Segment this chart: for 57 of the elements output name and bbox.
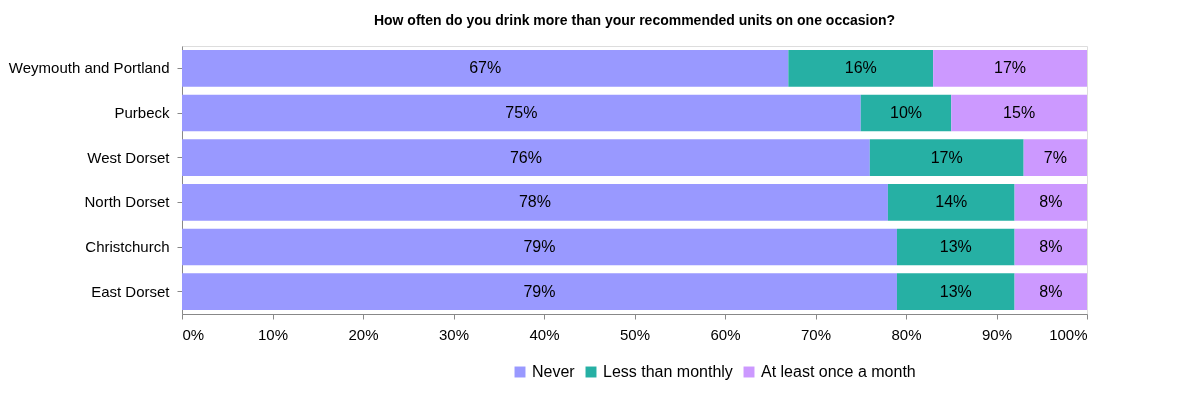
data-label: 78% [518, 193, 551, 211]
data-label: 79% [523, 238, 556, 255]
y-tick-label: East Dorset [91, 282, 171, 300]
data-label: 7% [1043, 148, 1067, 166]
bar [182, 139, 870, 176]
data-label: 17% [994, 59, 1027, 77]
bar [896, 273, 1015, 310]
y-tick-label: North Dorset [84, 193, 171, 211]
y-tick-label: Purbeck [114, 104, 170, 121]
data-label: 79% [523, 282, 556, 300]
x-tick-label: 70% [800, 325, 832, 343]
bar [896, 228, 1015, 266]
legend-label: Less than monthly [603, 363, 733, 380]
x-tick-label: 0% [182, 325, 205, 343]
x-tick-label: 30% [438, 325, 470, 343]
bar [933, 50, 1087, 87]
x-tick-label: 40% [529, 325, 560, 343]
bar [887, 184, 1015, 221]
x-tick-label: 20% [348, 325, 379, 343]
data-label: 17% [930, 148, 963, 166]
data-label: 76% [509, 148, 542, 166]
data-label: 13% [939, 238, 972, 255]
y-tick-label: Christchurch [85, 238, 170, 255]
legend-label: Never [532, 363, 576, 380]
x-tick-label: 80% [891, 325, 922, 343]
x-tick-label: 50% [619, 325, 651, 343]
bar [182, 94, 861, 132]
data-label: 14% [935, 193, 968, 211]
data-label: 8% [1039, 238, 1063, 255]
bar [1014, 184, 1087, 221]
data-label: 15% [1003, 104, 1036, 121]
data-label: 16% [844, 59, 877, 77]
data-label: 13% [939, 282, 972, 300]
data-label: 67% [469, 59, 502, 77]
data-label: 10% [889, 104, 923, 121]
data-label: 8% [1039, 193, 1063, 211]
bar [182, 50, 789, 87]
x-tick-label: 60% [710, 325, 741, 343]
bar [182, 184, 888, 221]
bar [788, 50, 934, 87]
bar [860, 94, 952, 132]
y-tick-label: Weymouth and Portland [8, 59, 170, 77]
y-tick-label: West Dorset [87, 148, 171, 166]
x-tick-label: 90% [981, 325, 1013, 343]
x-tick-label: 100% [1049, 325, 1088, 343]
bar [869, 139, 1024, 176]
bar [182, 273, 897, 310]
data-label: 75% [505, 104, 538, 121]
chart-title: How often do you drink more than your recommended units on one occasion? [373, 12, 896, 28]
bar [1014, 273, 1087, 310]
x-tick-label: 10% [257, 325, 289, 343]
bar [1023, 139, 1087, 176]
data-label: 8% [1039, 282, 1063, 300]
bar [1014, 228, 1087, 266]
bar [182, 228, 897, 266]
bar [951, 94, 1087, 132]
legend-label: At least once a month [761, 363, 916, 380]
